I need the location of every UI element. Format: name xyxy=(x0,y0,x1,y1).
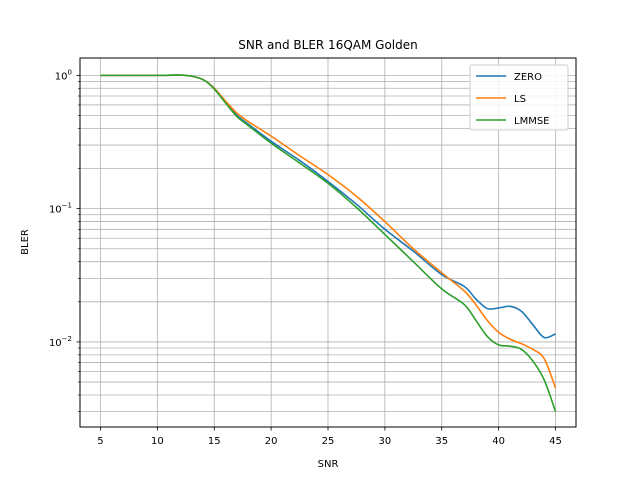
legend-label-ls: LS xyxy=(514,94,526,105)
legend-label-zero: ZERO xyxy=(514,72,542,83)
x-tick-label: 25 xyxy=(322,436,335,447)
x-tick-label: 40 xyxy=(492,436,505,447)
x-tick-label: 35 xyxy=(435,436,448,447)
y-tick-label: 100 xyxy=(55,68,72,82)
x-axis: 5 10 15 20 25 30 35 40 45 xyxy=(97,427,562,447)
series-line-lmmse xyxy=(100,74,557,412)
x-tick-label: 15 xyxy=(208,436,221,447)
y-tick-label: 10−1 xyxy=(49,202,72,216)
series-layer xyxy=(100,74,557,412)
legend-box xyxy=(469,64,569,131)
y-axis-label: BLER xyxy=(20,229,31,255)
x-tick-label: 30 xyxy=(379,436,392,447)
x-tick-label: 10 xyxy=(151,436,164,447)
chart-title: SNR and BLER 16QAM Golden xyxy=(238,38,417,52)
x-axis-label: SNR xyxy=(318,459,339,470)
legend: ZERO LS LMMSE xyxy=(469,64,569,131)
y-tick-label: 10−2 xyxy=(49,335,72,349)
x-tick-label: 45 xyxy=(549,436,562,447)
legend-label-lmmse: LMMSE xyxy=(514,116,550,127)
x-tick-label: 5 xyxy=(97,436,103,447)
x-tick-label: 20 xyxy=(265,436,278,447)
y-axis: 100 10−1 10−2 xyxy=(49,68,80,412)
